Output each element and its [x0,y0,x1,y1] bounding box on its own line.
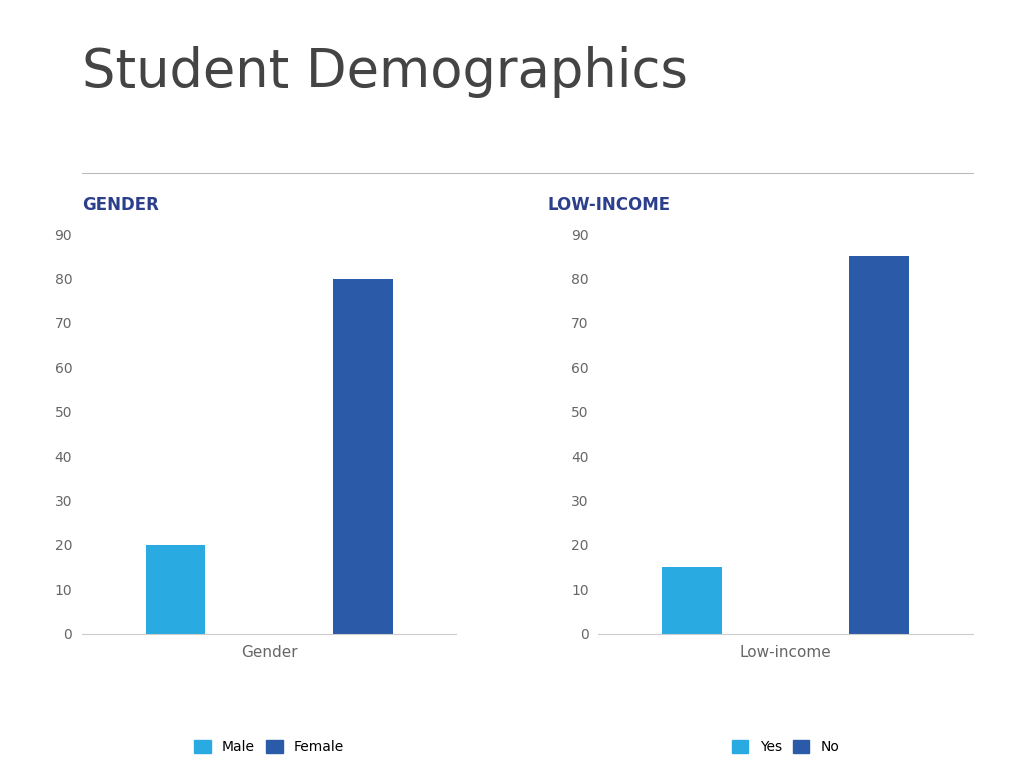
Bar [333,279,392,634]
Bar [663,567,722,634]
X-axis label: Gender: Gender [241,644,297,660]
Legend: Yes, No: Yes, No [732,740,840,754]
Text: Student Demographics: Student Demographics [82,46,688,98]
Bar [145,545,206,634]
Text: GENDER: GENDER [82,196,159,214]
X-axis label: Low-income: Low-income [739,644,831,660]
Bar [849,257,909,634]
Text: LOW-INCOME: LOW-INCOME [548,196,671,214]
Legend: Male, Female: Male, Female [195,740,344,754]
